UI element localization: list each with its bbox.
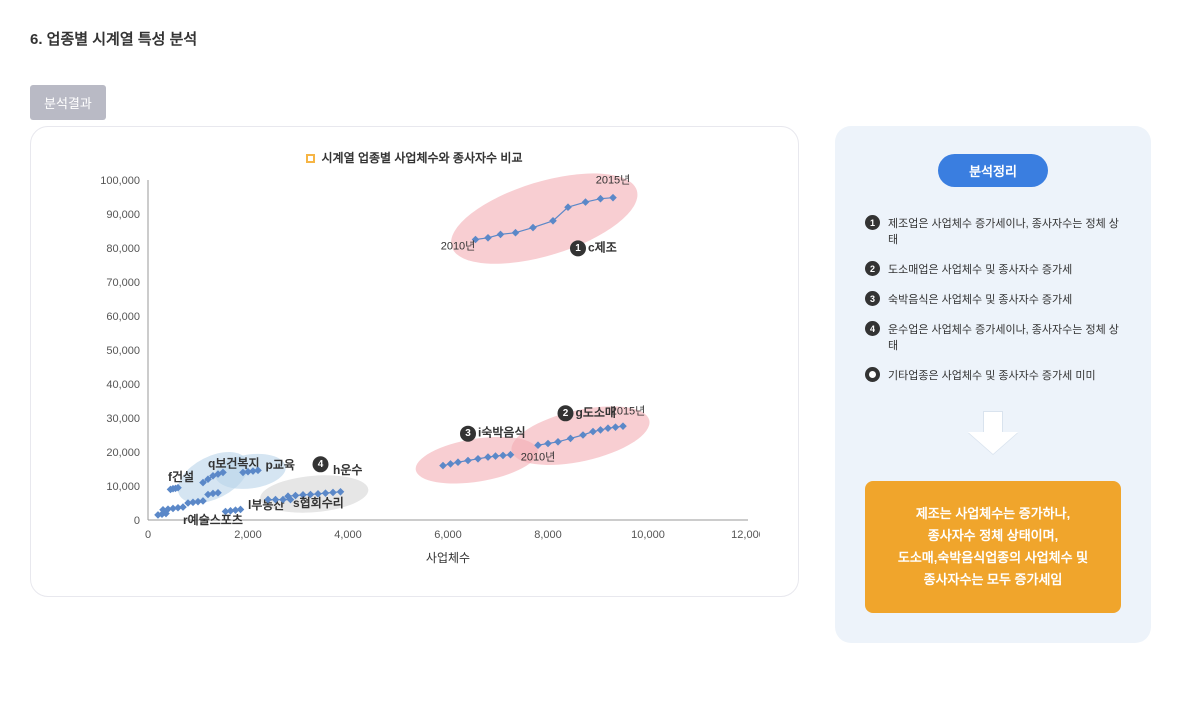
- bullet-num-icon: 3: [865, 291, 880, 306]
- series-label: p교육: [265, 457, 294, 472]
- series-label: h운수: [333, 462, 362, 477]
- result-tag: 분석결과: [30, 85, 106, 120]
- chart-legend: 시계열 업종별 사업체수와 종사자수 비교: [65, 149, 764, 166]
- series-label: q보건복지: [208, 455, 260, 470]
- legend-text: 시계열 업종별 사업체수와 종사자수 비교: [321, 151, 522, 165]
- year-annotation: 2010년: [440, 240, 475, 253]
- bullet-num-icon: 1: [865, 215, 880, 230]
- chart-panel: 시계열 업종별 사업체수와 종사자수 비교 0 10,000 20,000 30,00…: [30, 126, 799, 597]
- scatter-plot: 0 10,000 20,000 30,000 40,000 50,000 60,000 70,…: [70, 168, 760, 568]
- page-title: 6. 업종별 시계열 특성 분석: [30, 28, 1151, 49]
- bullet-item: 1 제조업은 사업체수 증가세이나, 종사자수는 정체 상태: [865, 215, 1121, 247]
- y-tick-label: 30,000: [106, 413, 140, 425]
- bullet-num-icon: 4: [865, 321, 880, 336]
- bullet-text: 도소매업은 사업체수 및 종사자수 증가세: [888, 261, 1072, 277]
- bullet-num-icon: 2: [865, 261, 880, 276]
- legend-marker-icon: [306, 154, 315, 163]
- y-tick-label: 10,000: [106, 481, 140, 493]
- y-tick-label: 80,000: [106, 243, 140, 255]
- bullet-item: 4 운수업은 사업체수 증가세이나, 종사자수는 정체 상태: [865, 321, 1121, 353]
- bullet-text: 숙박음식은 사업체수 및 종사자수 증가세: [888, 291, 1072, 307]
- series-label: i숙박음식: [478, 425, 526, 440]
- x-tick-label: 12,000: [731, 529, 760, 541]
- y-tick-label: 40,000: [106, 379, 140, 391]
- bullet-text: 운수업은 사업체수 증가세이나, 종사자수는 정체 상태: [888, 321, 1121, 353]
- y-tick-label: 50,000: [106, 345, 140, 357]
- bullet-text: 제조업은 사업체수 증가세이나, 종사자수는 정체 상태: [888, 215, 1121, 247]
- analysis-summary-panel: 분석정리 1 제조업은 사업체수 증가세이나, 종사자수는 정체 상태 2 도소매업은…: [835, 126, 1151, 643]
- main-wrap: 시계열 업종별 사업체수와 종사자수 비교 0 10,000 20,000 30,00…: [30, 126, 1151, 643]
- series-badge-num: 3: [465, 428, 471, 439]
- series-label: r예술스포츠: [183, 512, 243, 527]
- y-tick-label: 0: [133, 515, 139, 527]
- y-tick-label: 20,000: [106, 447, 140, 459]
- y-tick-label: 90,000: [106, 209, 140, 221]
- x-tick-label: 10,000: [631, 529, 665, 541]
- y-tick-label: 70,000: [106, 277, 140, 289]
- x-tick-label: 0: [144, 529, 150, 541]
- y-tick-label: 100,000: [100, 175, 140, 187]
- bullet-item: 기타업종은 사업체수 및 종사자수 증가세 미미: [865, 367, 1121, 383]
- year-annotation: 2015년: [610, 405, 645, 418]
- x-tick-label: 4,000: [334, 529, 362, 541]
- plot-svg: 0 10,000 20,000 30,000 40,000 50,000 60,000 70,…: [70, 168, 760, 568]
- year-annotation: 2010년: [520, 451, 555, 464]
- bullet-list: 1 제조업은 사업체수 증가세이나, 종사자수는 정체 상태 2 도소매업은 사업체수…: [865, 215, 1121, 383]
- series-badge-num: 1: [575, 243, 581, 254]
- bullet-text: 기타업종은 사업체수 및 종사자수 증가세 미미: [888, 367, 1096, 383]
- x-tick-label: 6,000: [434, 529, 462, 541]
- x-tick-label: 8,000: [534, 529, 562, 541]
- series-badge-num: 2: [562, 408, 568, 419]
- x-axis-title: 사업체수: [425, 551, 469, 565]
- bullet-item: 3 숙박음식은 사업체수 및 종사자수 증가세: [865, 291, 1121, 307]
- x-tick-label: 2,000: [234, 529, 262, 541]
- summary-box: 제조는 사업체수는 증가하나,종사자수 정체 상태이며,도소매,숙박음식업종의 …: [865, 481, 1121, 613]
- year-annotation: 2015년: [595, 173, 630, 186]
- bullet-ring-icon: [865, 367, 880, 382]
- y-tick-label: 60,000: [106, 311, 140, 323]
- bullet-item: 2 도소매업은 사업체수 및 종사자수 증가세: [865, 261, 1121, 277]
- summary-title-badge: 분석정리: [938, 154, 1048, 187]
- series-badge-num: 4: [317, 459, 323, 470]
- series-label: s협회수리: [293, 495, 344, 510]
- series-label: c제조: [588, 240, 617, 254]
- series-label: f건설: [168, 469, 194, 484]
- arrow-down-icon: [968, 411, 1018, 459]
